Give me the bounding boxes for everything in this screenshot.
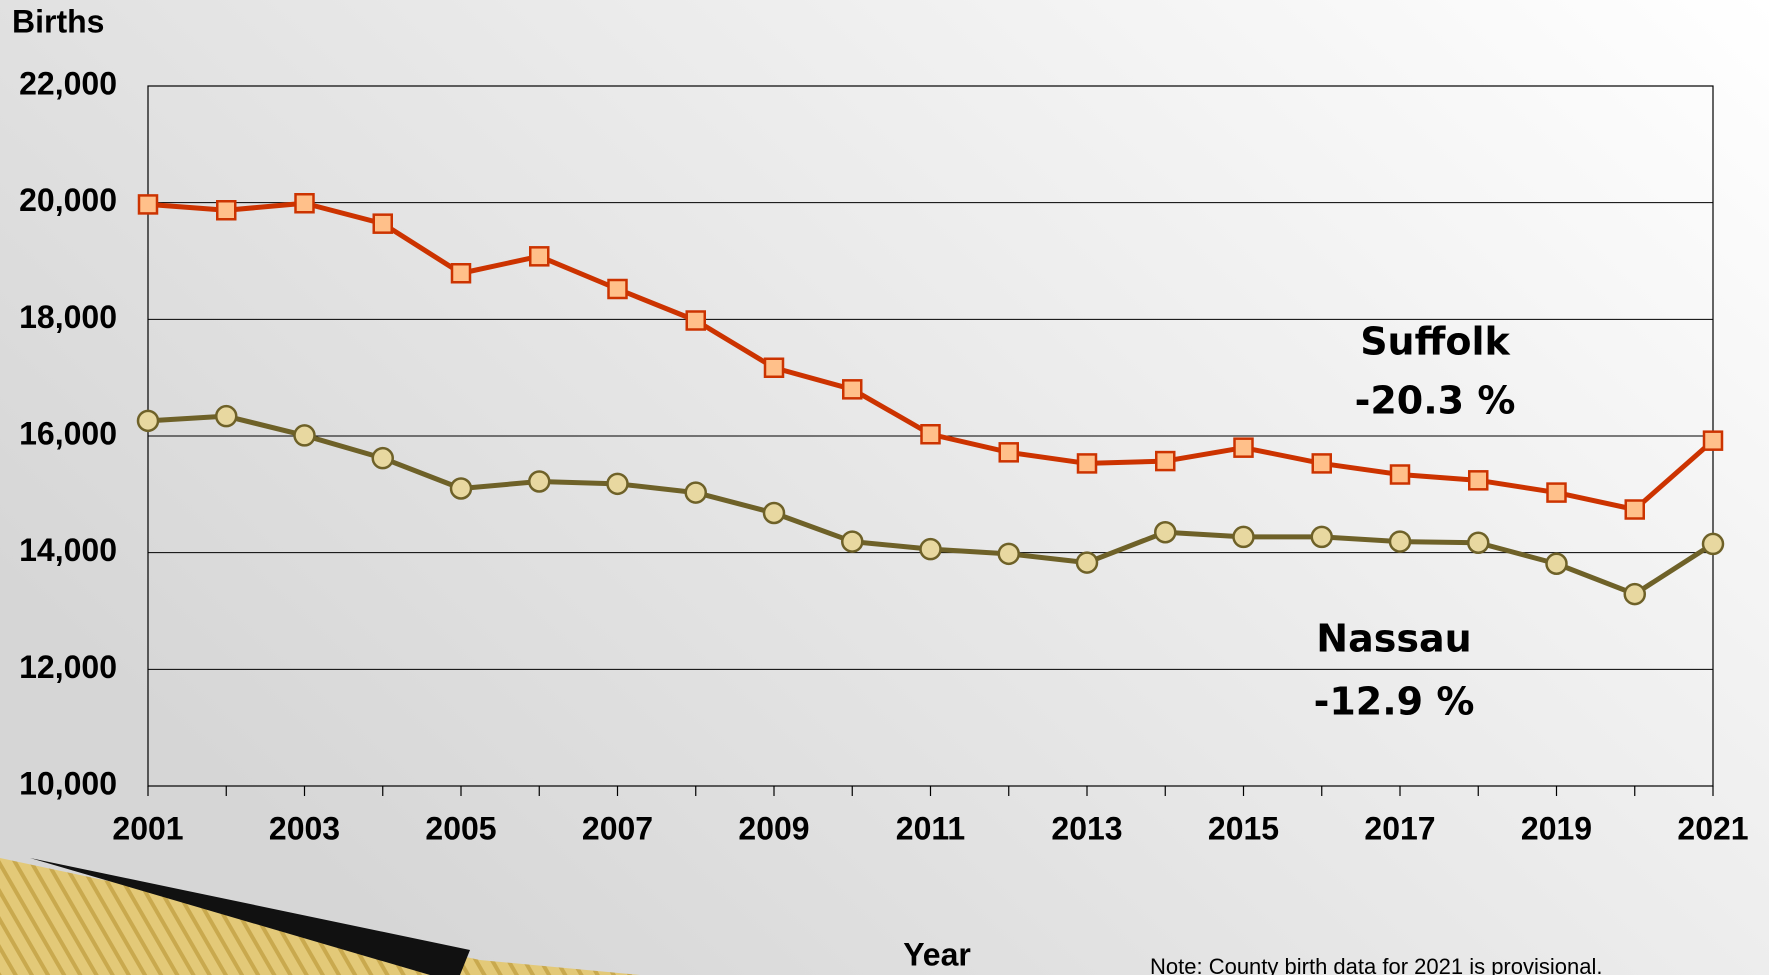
x-tick-label: 2015 xyxy=(1208,810,1279,846)
marker xyxy=(139,195,157,213)
marker xyxy=(1155,522,1175,542)
annotation: -12.9 % xyxy=(1314,680,1475,724)
marker xyxy=(842,532,862,552)
marker xyxy=(1625,584,1645,604)
marker xyxy=(843,380,861,398)
marker xyxy=(216,406,236,426)
marker xyxy=(451,479,471,499)
marker xyxy=(1703,534,1723,554)
marker xyxy=(530,247,548,265)
x-tick-label: 2011 xyxy=(896,810,965,846)
note: Note: County birth data for 2021 is prov… xyxy=(1150,954,1602,975)
marker xyxy=(609,280,627,298)
y-axis-title: Births xyxy=(12,3,104,39)
marker xyxy=(1156,452,1174,470)
marker xyxy=(999,544,1019,564)
marker xyxy=(217,201,235,219)
x-tick-label: 2001 xyxy=(112,810,183,846)
x-axis-title: Year xyxy=(903,936,971,972)
x-tick-label: 2007 xyxy=(582,810,653,846)
marker xyxy=(1704,432,1722,450)
series-label: Nassau xyxy=(1316,617,1471,661)
marker xyxy=(1469,471,1487,489)
marker xyxy=(374,215,392,233)
y-tick-label: 12,000 xyxy=(19,649,117,685)
marker xyxy=(452,264,470,282)
marker xyxy=(921,539,941,559)
marker xyxy=(1391,466,1409,484)
series-label: Suffolk xyxy=(1360,320,1510,364)
marker xyxy=(1313,454,1331,472)
y-tick-label: 20,000 xyxy=(19,182,117,218)
marker xyxy=(1234,527,1254,547)
x-tick-label: 2003 xyxy=(269,810,340,846)
marker xyxy=(687,312,705,330)
marker xyxy=(1078,454,1096,472)
marker xyxy=(1468,533,1488,553)
marker xyxy=(373,448,393,468)
x-tick-label: 2009 xyxy=(738,810,809,846)
marker xyxy=(765,359,783,377)
marker xyxy=(686,483,706,503)
marker xyxy=(1235,439,1253,457)
y-tick-label: 18,000 xyxy=(19,299,117,335)
y-tick-label: 16,000 xyxy=(19,415,117,451)
marker xyxy=(1000,443,1018,461)
x-tick-label: 2005 xyxy=(425,810,496,846)
y-tick-label: 10,000 xyxy=(19,765,117,801)
chart: Births Year Note: County birth data for … xyxy=(0,0,1769,975)
marker xyxy=(1390,532,1410,552)
marker xyxy=(296,194,314,212)
x-tick-label: 2021 xyxy=(1677,810,1748,846)
x-tick-label: 2017 xyxy=(1364,810,1435,846)
marker xyxy=(764,503,784,523)
marker xyxy=(608,474,628,494)
marker xyxy=(529,472,549,492)
marker xyxy=(1077,553,1097,573)
y-tick-label: 14,000 xyxy=(19,532,117,568)
marker xyxy=(1312,527,1332,547)
marker xyxy=(1548,484,1566,502)
marker xyxy=(922,425,940,443)
marker xyxy=(1547,554,1567,574)
marker xyxy=(138,411,158,431)
annotation: -20.3 % xyxy=(1355,379,1516,423)
marker xyxy=(1626,501,1644,519)
marker xyxy=(295,425,315,445)
x-tick-label: 2019 xyxy=(1521,810,1592,846)
x-tick-label: 2013 xyxy=(1051,810,1122,846)
y-tick-label: 22,000 xyxy=(19,65,117,101)
